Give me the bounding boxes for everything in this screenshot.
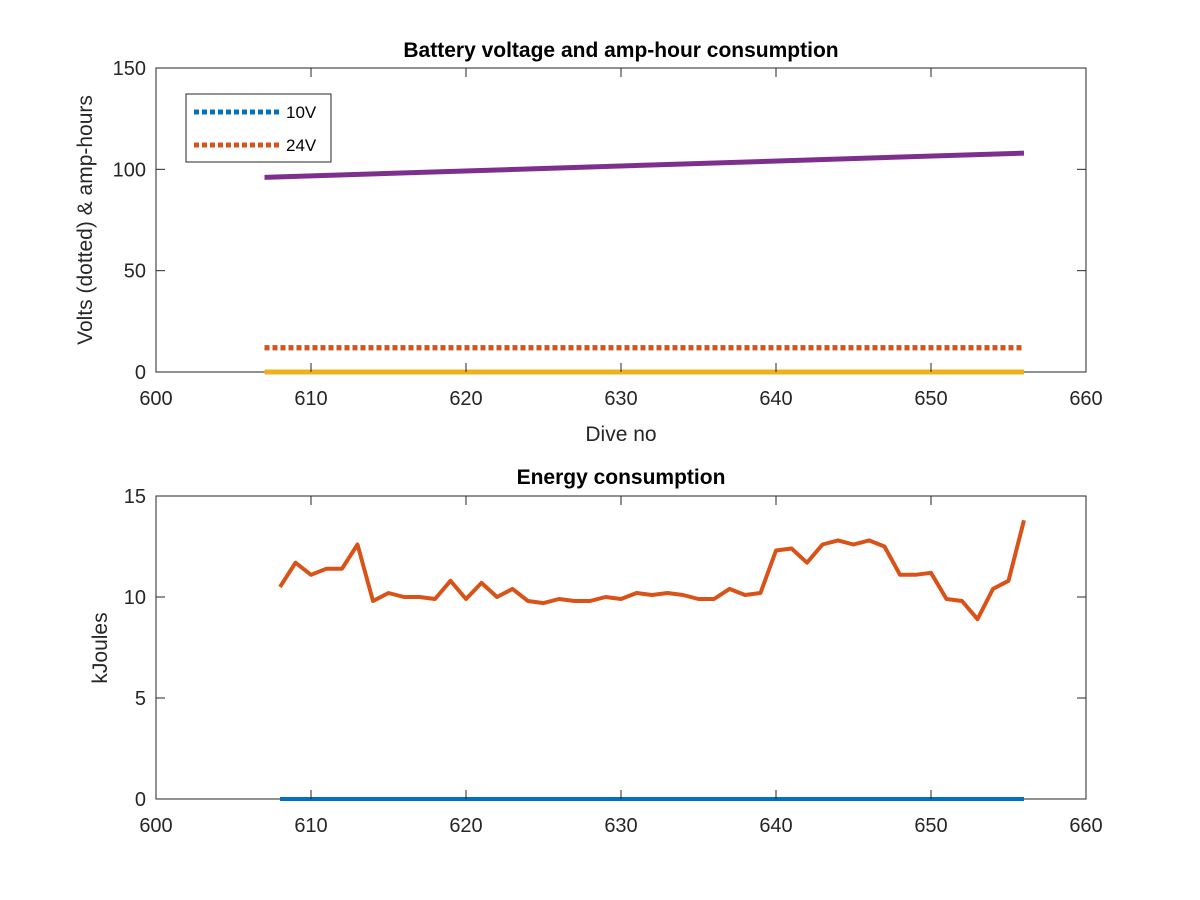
battery-ytick-label-3: 150 <box>113 58 146 80</box>
battery-plot-lines <box>264 150 1025 375</box>
legend-label-10v: 10V <box>286 103 317 122</box>
battery-series-line-2 <box>264 150 1025 180</box>
energy-xtick-label-4: 640 <box>759 815 792 837</box>
battery-ytick-label-2: 100 <box>113 159 146 181</box>
energy-xtick-label-5: 650 <box>914 815 947 837</box>
energy-xtick-label-2: 620 <box>449 815 482 837</box>
energy-plot-lines <box>278 519 1026 801</box>
energy-xtick-label-0: 600 <box>139 815 172 837</box>
battery-xtick-label-5: 650 <box>914 388 947 410</box>
energy-plot-title: Energy consumption <box>517 466 726 489</box>
battery-ytick-label-0: 0 <box>135 362 146 384</box>
battery-xtick-label-4: 640 <box>759 388 792 410</box>
energy-series-line-0 <box>278 519 1026 622</box>
energy-ytick-label-0: 0 <box>135 789 146 811</box>
legend-box <box>185 93 332 163</box>
battery-xtick-label-6: 660 <box>1069 388 1102 410</box>
energy-plot-ylabel: kJoules <box>89 612 112 683</box>
energy-xtick-label-6: 660 <box>1069 815 1102 837</box>
energy-plot-ticks: 600 610 620 630 640 650 660 0 5 10 15 <box>124 486 1103 837</box>
legend-label-24v: 24V <box>286 136 317 155</box>
battery-xtick-label-0: 600 <box>139 388 172 410</box>
battery-plot-xlabel: Dive no <box>585 423 656 446</box>
energy-ytick-label-2: 10 <box>124 587 146 609</box>
battery-plot: 600 610 620 630 640 650 660 0 50 100 150 Battery v… <box>74 39 1103 446</box>
energy-plot: 600 610 620 630 640 650 660 0 5 10 15 Energy consu… <box>89 466 1103 837</box>
energy-xtick-label-3: 630 <box>604 815 637 837</box>
battery-ytick-label-1: 50 <box>124 261 146 283</box>
battery-xtick-label-2: 620 <box>449 388 482 410</box>
legend: 10V 24V <box>185 93 332 163</box>
battery-xtick-label-3: 630 <box>604 388 637 410</box>
energy-plot-area <box>155 495 1087 800</box>
battery-plot-title: Battery voltage and amp-hour consumption <box>403 39 838 62</box>
energy-ytick-label-3: 15 <box>124 486 146 508</box>
energy-ytick-label-1: 5 <box>135 688 146 710</box>
energy-xtick-label-1: 610 <box>294 815 327 837</box>
battery-plot-ticks: 600 610 620 630 640 650 660 0 50 100 150 <box>113 58 1103 410</box>
battery-xtick-label-1: 610 <box>294 388 327 410</box>
battery-plot-ylabel: Volts (dotted) & amp-hours <box>74 95 97 345</box>
